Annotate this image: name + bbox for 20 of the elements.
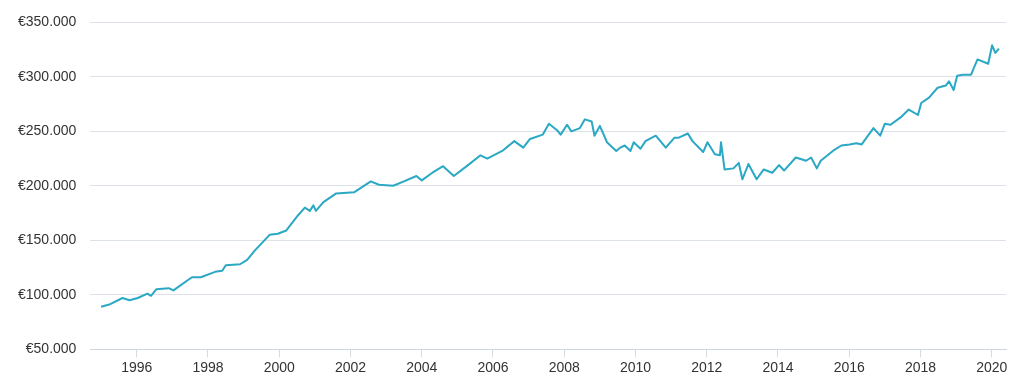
x-tick-label: 2010 <box>619 359 652 376</box>
y-tick-label: €100.000 <box>17 285 77 302</box>
x-tick-label: 2014 <box>762 359 794 376</box>
x-tick-label: 2018 <box>904 359 937 376</box>
x-tick-label: 2020 <box>976 359 1008 376</box>
x-tick-label: 1996 <box>121 359 153 376</box>
x-tick-label: 2012 <box>691 359 723 376</box>
y-tick-label: €300.000 <box>17 67 77 84</box>
y-tick-label: €150.000 <box>17 231 77 248</box>
y-tick-label: €50.000 <box>25 340 77 357</box>
x-tick-label: 2000 <box>263 359 295 376</box>
y-tick-label: €200.000 <box>17 176 77 193</box>
x-tick-label: 2008 <box>548 359 581 376</box>
x-tick-label: 2004 <box>406 359 438 376</box>
y-tick-label: €350.000 <box>17 13 77 30</box>
x-tick-label: 2006 <box>477 359 509 376</box>
y-tick-label: €250.000 <box>17 122 77 139</box>
x-tick-label: 2016 <box>833 359 866 376</box>
x-tick-label: 2002 <box>334 359 367 376</box>
x-tick-label: 1998 <box>192 359 224 376</box>
